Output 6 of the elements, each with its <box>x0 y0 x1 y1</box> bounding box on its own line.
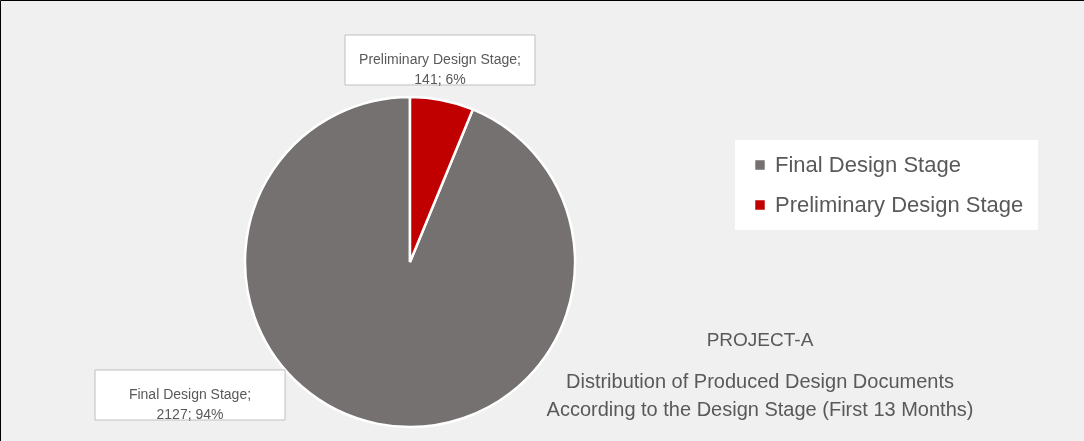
legend-label: Preliminary Design Stage <box>775 192 1024 217</box>
legend-label: Final Design Stage <box>775 152 961 177</box>
data-label: Preliminary Design Stage; 141; 6% <box>359 51 521 87</box>
text: Distribution of Produced Design Documents According to the Design Stage (First 13 Months) <box>546 370 974 420</box>
data-label: Final Design Stage; 2127; 94% <box>128 386 252 422</box>
text: PROJECT-A <box>706 329 814 350</box>
